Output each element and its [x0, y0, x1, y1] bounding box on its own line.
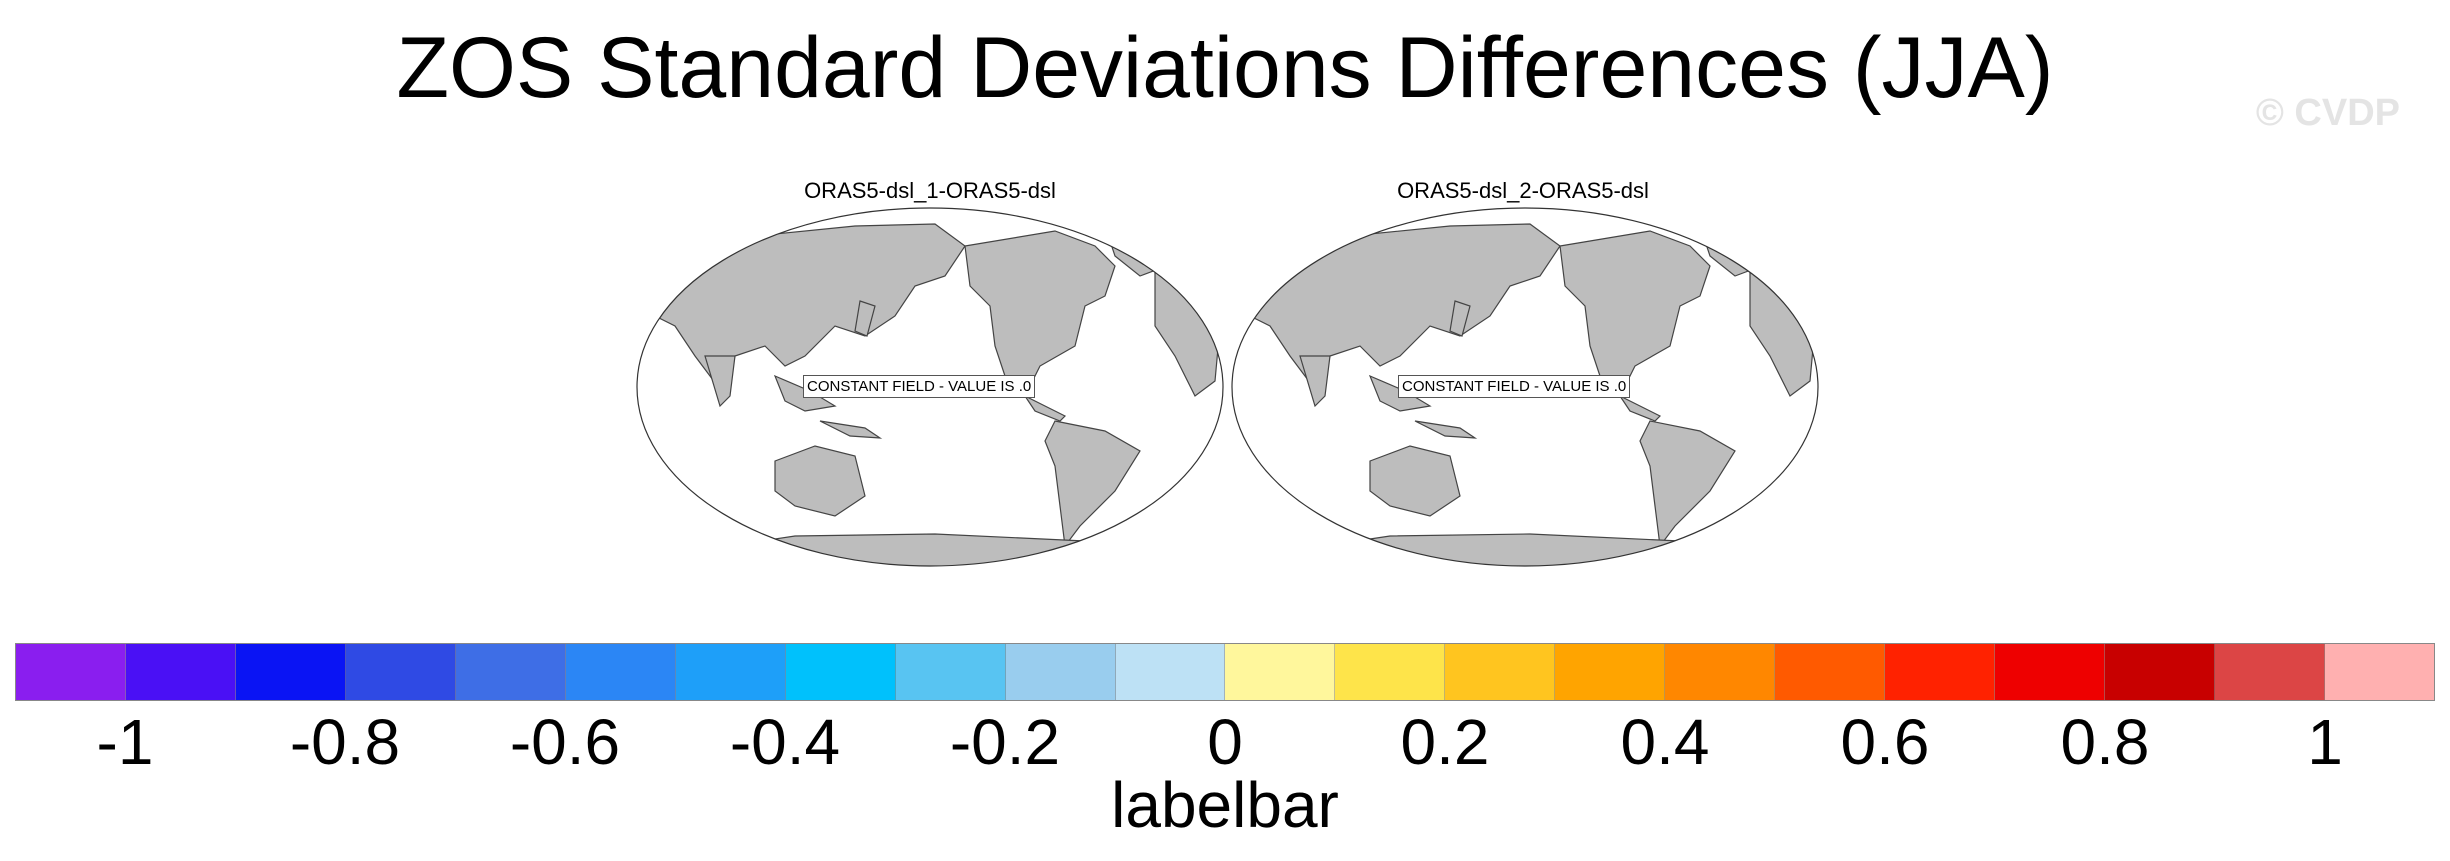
labelbar-tick-label: -1: [96, 706, 154, 778]
labelbar-tick-label: 0.6: [1840, 706, 1930, 778]
labelbar-tick-label: 1: [2307, 706, 2343, 778]
labelbar-tick-label: -0.6: [509, 706, 621, 778]
labelbar-color-cell: [1995, 644, 2106, 700]
labelbar-color-cell: [345, 644, 456, 700]
panel-1-constant-field-label: CONSTANT FIELD - VALUE IS .0: [803, 375, 1036, 398]
labelbar-color-cell: [1115, 644, 1226, 700]
labelbar-color-cell: [2215, 644, 2326, 700]
labelbar-tick-label: -0.8: [289, 706, 401, 778]
labelbar-color-cell: [455, 644, 566, 700]
panel-2-constant-field-label: CONSTANT FIELD - VALUE IS .0: [1398, 375, 1631, 398]
labelbar-color-cell: [16, 644, 126, 700]
labelbar-tick-label: 0: [1207, 706, 1243, 778]
labelbar-color-cell: [1885, 644, 1996, 700]
panel-2-title: ORAS5-dsl_2-ORAS5-dsl: [1397, 178, 1649, 203]
labelbar-color-cell: [565, 644, 676, 700]
labelbar-color-cell: [2325, 644, 2434, 700]
watermark: © CVDP: [2255, 92, 2400, 134]
labelbar-color-cell: [1445, 644, 1556, 700]
labelbar-color-cell: [235, 644, 346, 700]
labelbar-title: labelbar: [1111, 769, 1339, 841]
labelbar-tick-label: 0.8: [2060, 706, 2150, 778]
labelbar-color-cell: [1775, 644, 1886, 700]
labelbar-color-cell: [2105, 644, 2216, 700]
labelbar-tick-label: 0.4: [1620, 706, 1710, 778]
labelbar-color-cell: [1225, 644, 1336, 700]
page-title: ZOS Standard Deviations Differences (JJA…: [396, 20, 2054, 116]
labelbar-color-cell: [675, 644, 786, 700]
labelbar-color-cell: [1005, 644, 1116, 700]
color-labelbar: [15, 643, 2435, 701]
labelbar-tick-label: -0.4: [729, 706, 841, 778]
labelbar-color-cell: [895, 644, 1006, 700]
panel-1-title: ORAS5-dsl_1-ORAS5-dsl: [804, 178, 1056, 203]
labelbar-tick-label: -0.2: [949, 706, 1061, 778]
land-masses: [654, 223, 1221, 566]
labelbar-color-cell: [785, 644, 896, 700]
labelbar-color-cell: [1555, 644, 1666, 700]
labelbar-color-cell: [1665, 644, 1776, 700]
labelbar-tick-label: 0.2: [1400, 706, 1490, 778]
labelbar-color-cell: [1335, 644, 1446, 700]
labelbar-color-cell: [125, 644, 236, 700]
